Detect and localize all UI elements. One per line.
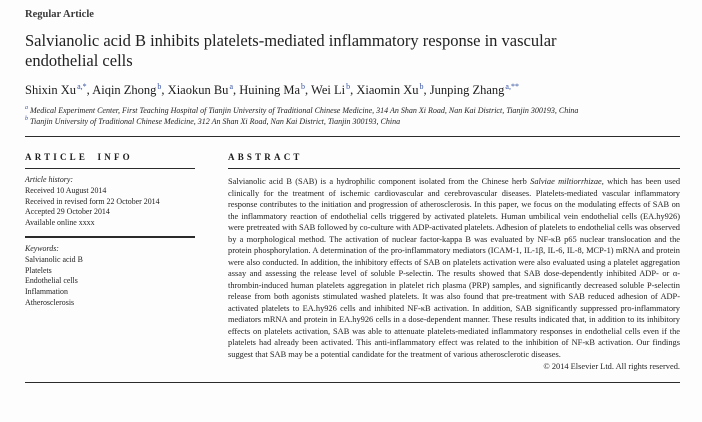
author-name: Xiaokun Bu (167, 83, 229, 97)
two-column-body: ARTICLE INFO Article history: Received 1… (25, 152, 680, 373)
abstract-heading-rule (228, 168, 680, 169)
abstract-heading: ABSTRACT (228, 152, 303, 162)
keyword: Salvianolic acid B (25, 254, 83, 264)
author: Xiaomin Xub (350, 81, 424, 97)
affiliation: a Medical Experiment Center, First Teachi… (25, 105, 680, 117)
history-line: Received 10 August 2014 (25, 185, 107, 195)
author-name: Wei Li (311, 83, 346, 97)
history-line: Available online xxxx (25, 218, 95, 228)
author: Junping Zhanga,** (424, 81, 519, 97)
article-type-kicker: Regular Article (25, 9, 94, 20)
article-history-block: Article history: Received 10 August 2014… (25, 175, 195, 229)
author-superscript: a (229, 81, 233, 91)
affiliations: a Medical Experiment Center, First Teachi… (25, 105, 680, 128)
keywords-block: Keywords: Salvianolic acid B Platelets E… (25, 244, 195, 309)
affiliation-text: Medical Experiment Center, First Teachin… (30, 106, 579, 115)
copyright-line: © 2014 Elsevier Ltd. All rights reserved… (543, 362, 680, 371)
history-line: Accepted 29 October 2014 (25, 207, 110, 217)
author-superscript: b (346, 81, 351, 91)
abstract-text: Salvianolic acid B (SAB) is a hydrophili… (228, 176, 680, 360)
author-name: Junping Zhang (429, 83, 505, 97)
abstract-lead: Salvianolic acid B (SAB) is a hydrophili… (228, 177, 531, 186)
article-history-label: Article history: (25, 175, 73, 184)
author-superscript: a,* (77, 81, 87, 91)
article-info-heading: ARTICLE INFO (25, 152, 133, 162)
author-name: Huining Ma (239, 83, 301, 97)
author-name: Aiqin Zhong (92, 83, 157, 97)
affiliation-marker: b (25, 115, 28, 122)
author: Wei Lib (305, 81, 351, 97)
affiliation-marker: a (25, 105, 28, 112)
author-superscript: b (157, 81, 162, 91)
author-name: Xiaomin Xu (356, 83, 419, 97)
affiliation-text: Tianjin University of Traditional Chines… (30, 116, 401, 126)
author-superscript: a,** (505, 81, 519, 91)
abstract-body: , which has been used clinically for the… (228, 177, 681, 359)
page-title: Salvianolic acid B inhibits platelets-me… (25, 31, 557, 70)
article-info-heading-rule (25, 168, 195, 169)
author: Xiaokun Bua (161, 81, 233, 97)
keyword: Atherosclerosis (25, 297, 75, 307)
author: Aiqin Zhongb (87, 81, 162, 97)
author: Huining Mab (233, 81, 306, 97)
article-info-column: ARTICLE INFO Article history: Received 1… (25, 152, 195, 373)
author: Shixin Xua,* (25, 81, 87, 97)
abstract-italic-term: Salviae miltiorrhizae (530, 177, 602, 186)
history-line: Received in revised form 22 October 2014 (25, 196, 160, 206)
keyword: Platelets (25, 265, 52, 275)
abstract-column: ABSTRACT Salvianolic acid B (SAB) is a h… (228, 152, 680, 373)
author-superscript: b (419, 81, 424, 91)
keyword: Inflammation (25, 287, 68, 297)
author-superscript: b (301, 81, 306, 91)
keywords-divider-rule (25, 235, 195, 238)
header-divider-rule (25, 136, 680, 137)
author-name: Shixin Xu (25, 83, 77, 97)
affiliation: b Tianjin University of Traditional Chine… (25, 115, 680, 128)
authors-line: Shixin Xua,*Aiqin ZhongbXiaokun BuaHuini… (25, 81, 680, 98)
keyword: Endothelial cells (25, 276, 78, 286)
footer-rule (25, 381, 680, 383)
keywords-label: Keywords: (25, 243, 59, 253)
